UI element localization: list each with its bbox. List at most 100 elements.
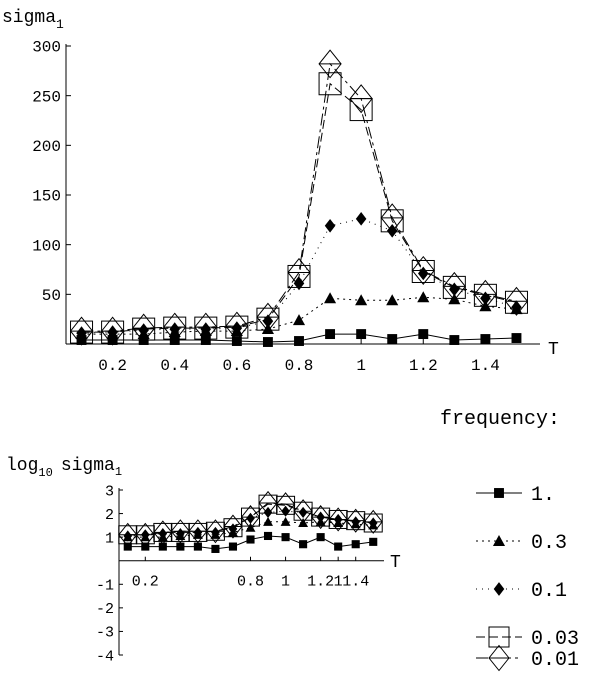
legend-marker bbox=[488, 626, 510, 648]
data-point bbox=[292, 314, 306, 326]
data-point bbox=[76, 335, 87, 345]
x-tick-label: 1 bbox=[281, 574, 290, 591]
data-point bbox=[118, 522, 138, 547]
data-point bbox=[211, 526, 220, 539]
data-point bbox=[223, 514, 243, 539]
series-0-1 bbox=[76, 212, 522, 340]
data-point bbox=[334, 542, 343, 551]
data-point bbox=[316, 533, 325, 542]
data-point bbox=[169, 322, 181, 336]
data-point bbox=[504, 286, 529, 316]
y-tick-label: 1 bbox=[105, 530, 114, 547]
series-0-01 bbox=[69, 49, 529, 346]
x-tick-label: 1.4 bbox=[471, 357, 500, 375]
data-point bbox=[346, 508, 366, 533]
legend-label: 0.3 bbox=[531, 532, 567, 555]
data-point bbox=[281, 533, 290, 542]
series-line bbox=[81, 82, 517, 333]
y-tick-label: -3 bbox=[96, 625, 114, 642]
legend-label: 1. bbox=[531, 484, 555, 507]
data-point bbox=[193, 542, 202, 551]
legend: frequency: 1. 0.3 0.1 0.030.01 bbox=[440, 408, 579, 672]
data-point bbox=[107, 335, 118, 345]
data-point bbox=[299, 540, 308, 549]
data-point bbox=[417, 291, 430, 303]
data-point bbox=[240, 505, 261, 530]
x-tick-label: 1 bbox=[356, 357, 366, 375]
data-point bbox=[153, 520, 173, 545]
data-point bbox=[418, 329, 429, 340]
data-point bbox=[258, 490, 278, 516]
data-point bbox=[228, 523, 238, 535]
legend-label: 0.1 bbox=[531, 580, 567, 603]
legend-item: 0.01 bbox=[476, 644, 579, 672]
data-point bbox=[132, 313, 156, 343]
y-tick-label: -4 bbox=[96, 648, 114, 665]
y-tick-label: 100 bbox=[32, 237, 61, 255]
data-point bbox=[355, 294, 368, 306]
data-point bbox=[473, 279, 498, 309]
data-point bbox=[417, 266, 429, 281]
data-point bbox=[480, 334, 491, 344]
data-point bbox=[246, 512, 255, 524]
data-point bbox=[411, 255, 435, 286]
x-tick-label: 0.4 bbox=[160, 357, 189, 375]
data-point bbox=[275, 492, 296, 517]
data-point bbox=[163, 312, 187, 342]
data-point bbox=[368, 517, 378, 529]
data-point bbox=[188, 519, 208, 544]
data-point bbox=[449, 335, 460, 345]
x-tick-label: 1.2 bbox=[409, 357, 438, 375]
data-point bbox=[280, 516, 291, 526]
data-point bbox=[225, 315, 249, 339]
data-point bbox=[511, 300, 522, 315]
data-point bbox=[263, 506, 273, 518]
data-point bbox=[349, 84, 373, 114]
data-point bbox=[363, 513, 383, 533]
data-point bbox=[263, 531, 273, 541]
y-tick-label: 250 bbox=[32, 88, 61, 106]
data-point bbox=[363, 509, 383, 534]
x-tick-label: 0.2 bbox=[98, 357, 127, 375]
x-tick-label: 0.8 bbox=[285, 357, 314, 375]
data-point bbox=[163, 316, 187, 340]
data-point bbox=[442, 275, 466, 299]
data-point bbox=[170, 519, 191, 544]
data-point bbox=[158, 528, 168, 540]
series-0-01 bbox=[118, 490, 383, 547]
series-line bbox=[81, 218, 517, 334]
data-point bbox=[442, 271, 466, 301]
data-point bbox=[100, 316, 125, 346]
data-point bbox=[200, 335, 211, 345]
data-point bbox=[369, 537, 378, 546]
legend-item: 0.1 bbox=[476, 580, 567, 603]
y-tick-label: 50 bbox=[42, 287, 61, 305]
data-point bbox=[228, 542, 238, 551]
y-tick-label: 200 bbox=[32, 138, 61, 156]
data-point bbox=[287, 257, 311, 288]
legend-marker bbox=[493, 582, 505, 596]
data-point bbox=[473, 283, 497, 307]
x-tick-label: 0.6 bbox=[222, 357, 251, 375]
small-x-label: T bbox=[390, 553, 401, 573]
data-point bbox=[76, 326, 87, 340]
data-point bbox=[245, 522, 256, 532]
data-point bbox=[211, 544, 220, 553]
y-tick-label: -2 bbox=[96, 601, 114, 618]
data-point bbox=[380, 203, 404, 233]
data-point bbox=[310, 505, 331, 530]
legend-item: 0.03 bbox=[476, 626, 579, 651]
data-point bbox=[261, 323, 274, 335]
data-point bbox=[231, 321, 243, 335]
data-point bbox=[504, 290, 528, 314]
data-point bbox=[318, 72, 342, 96]
data-point bbox=[287, 264, 311, 288]
data-point bbox=[511, 333, 522, 343]
series-1 bbox=[76, 329, 522, 347]
data-point bbox=[411, 259, 435, 283]
data-point bbox=[262, 337, 273, 347]
data-point bbox=[135, 522, 155, 547]
legend-label: 0.01 bbox=[531, 649, 579, 672]
